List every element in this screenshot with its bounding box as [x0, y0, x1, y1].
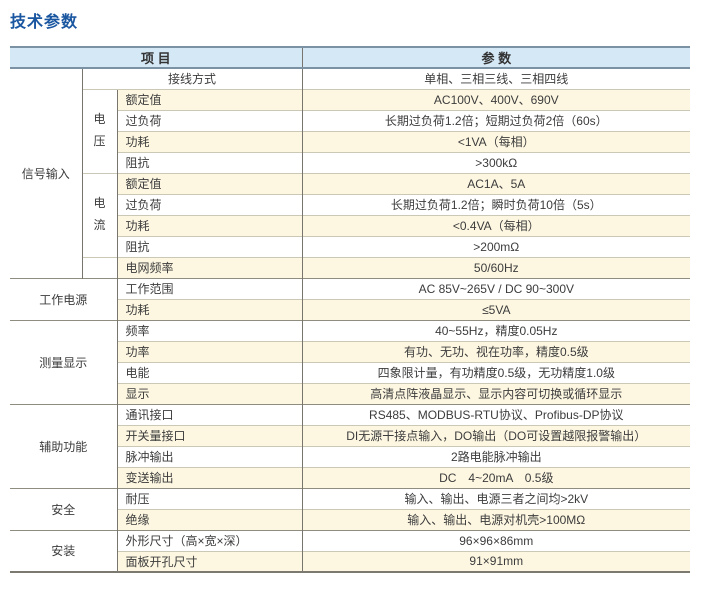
- row-item: 功耗: [116, 130, 303, 152]
- row-value: 单相、三相三线、三相四线: [301, 67, 691, 89]
- row-value: >200mΩ: [301, 235, 691, 257]
- table-row: 辅助功能 通讯接口 RS485、MODBUS-RTU协议、Profibus-DP…: [10, 403, 691, 488]
- row-value: 四象限计量，有功精度0.5级，无功精度1.0级: [301, 361, 691, 383]
- row-value: DI无源干接点输入，DO输出（DO可设置越限报警输出）: [301, 424, 691, 446]
- table-row: 脉冲输出 2路电能脉冲输出: [10, 445, 691, 467]
- row-item: 脉冲输出: [116, 445, 303, 467]
- row-value: <0.4VA（每相）: [301, 214, 691, 236]
- category-cell-install: 安装: [10, 529, 117, 572]
- row-item: 绝缘: [116, 508, 303, 530]
- spec-table: 项 目 参 数 信号输入 接线方式 单相、三相三线、三相四线 电压 额定值 AC…: [10, 46, 691, 573]
- row-item: 电网频率: [116, 256, 303, 278]
- table-row: 电流 额定值 AC1A、5A: [10, 172, 691, 257]
- table-row: 电网频率 50/60Hz: [10, 256, 691, 278]
- column-header-param: 参 数: [301, 46, 691, 69]
- table-row: 功耗 <0.4VA（每相）: [10, 214, 691, 236]
- row-item: 过负荷: [116, 109, 303, 131]
- table-row: 安全 耐压 输入、输出、电源三者之间均>2kV: [10, 487, 691, 530]
- row-item: 阻抗: [116, 235, 303, 257]
- category-cell-working-power: 工作电源: [10, 277, 117, 320]
- column-header-item: 项 目: [10, 46, 303, 69]
- row-item: 功率: [116, 340, 303, 362]
- table-row: 显示 高清点阵液晶显示、显示内容可切换或循环显示: [10, 382, 691, 404]
- row-item: 开关量接口: [116, 424, 303, 446]
- row-item: 额定值: [116, 172, 303, 194]
- table-row: 绝缘 输入、输出、电源对机壳>100MΩ: [10, 508, 691, 530]
- table-row: 阻抗 >300kΩ: [10, 151, 691, 173]
- table-row: 变送输出 DC 4~20mA 0.5级: [10, 466, 691, 488]
- row-item: 显示: [116, 382, 303, 404]
- row-value: 长期过负荷1.2倍；瞬时负荷10倍（5s）: [301, 193, 691, 215]
- table-row: 过负荷 长期过负荷1.2倍；短期过负荷2倍（60s）: [10, 109, 691, 131]
- header-row: 项 目 参 数: [10, 46, 691, 69]
- row-value: AC100V、400V、690V: [301, 88, 691, 110]
- row-item: 频率: [116, 319, 303, 341]
- row-value: 91×91mm: [301, 550, 691, 572]
- row-value: >300kΩ: [301, 151, 691, 173]
- row-item: 阻抗: [116, 151, 303, 173]
- row-item: 额定值: [116, 88, 303, 110]
- table-row: 面板开孔尺寸 91×91mm: [10, 550, 691, 572]
- page: 技术参数 项 目 参 数 信号输入 接线方式 单相、三相三线、三相四线 电压 额…: [10, 14, 691, 573]
- empty-cell: [81, 256, 117, 278]
- row-value: 输入、输出、电源对机壳>100MΩ: [301, 508, 691, 530]
- row-value: RS485、MODBUS-RTU协议、Profibus-DP协议: [301, 403, 691, 425]
- row-item: 接线方式: [81, 67, 303, 89]
- table-row: 电能 四象限计量，有功精度0.5级，无功精度1.0级: [10, 361, 691, 383]
- subcategory-label: 电流: [93, 196, 106, 232]
- row-value: AC 85V~265V / DC 90~300V: [301, 277, 691, 299]
- row-item: 电能: [116, 361, 303, 383]
- category-cell-signal-input: 信号输入: [10, 67, 82, 278]
- row-value: 长期过负荷1.2倍；短期过负荷2倍（60s）: [301, 109, 691, 131]
- row-value: 96×96×86mm: [301, 529, 691, 551]
- row-item: 功耗: [116, 298, 303, 320]
- row-item: 通讯接口: [116, 403, 303, 425]
- table-row: 功耗 <1VA（每相）: [10, 130, 691, 152]
- page-title: 技术参数: [10, 14, 79, 31]
- category-cell-measure-display: 测量显示: [10, 319, 117, 404]
- row-item: 耐压: [116, 487, 303, 509]
- category-cell-aux-functions: 辅助功能: [10, 403, 117, 488]
- row-value: ≤5VA: [301, 298, 691, 320]
- table-row: 工作电源 工作范围 AC 85V~265V / DC 90~300V: [10, 277, 691, 320]
- table-row: 电压 额定值 AC100V、400V、690V: [10, 88, 691, 173]
- subcategory-cell-current: 电流: [81, 172, 117, 257]
- row-value: AC1A、5A: [301, 172, 691, 194]
- row-item: 面板开孔尺寸: [116, 550, 303, 572]
- row-item: 过负荷: [116, 193, 303, 215]
- category-cell-safety: 安全: [10, 487, 117, 530]
- table-row: 阻抗 >200mΩ: [10, 235, 691, 257]
- row-value: 有功、无功、视在功率，精度0.5级: [301, 340, 691, 362]
- row-item: 变送输出: [116, 466, 303, 488]
- table-row: 测量显示 频率 40~55Hz，精度0.05Hz: [10, 319, 691, 404]
- row-value: 2路电能脉冲输出: [301, 445, 691, 467]
- row-item: 外形尺寸（高×宽×深）: [116, 529, 303, 551]
- row-item: 工作范围: [116, 277, 303, 299]
- subcategory-cell-voltage: 电压: [81, 88, 117, 173]
- row-value: 高清点阵液晶显示、显示内容可切换或循环显示: [301, 382, 691, 404]
- table-row: 功耗 ≤5VA: [10, 298, 691, 320]
- table-row: 功率 有功、无功、视在功率，精度0.5级: [10, 340, 691, 362]
- row-value: 50/60Hz: [301, 256, 691, 278]
- subcategory-label: 电压: [93, 112, 106, 148]
- table-row: 信号输入 接线方式 单相、三相三线、三相四线: [10, 67, 691, 278]
- row-value: DC 4~20mA 0.5级: [301, 466, 691, 488]
- row-value: <1VA（每相）: [301, 130, 691, 152]
- row-value: 40~55Hz，精度0.05Hz: [301, 319, 691, 341]
- table-row: 安装 外形尺寸（高×宽×深） 96×96×86mm: [10, 529, 691, 572]
- table-row: 开关量接口 DI无源干接点输入，DO输出（DO可设置越限报警输出）: [10, 424, 691, 446]
- row-item: 功耗: [116, 214, 303, 236]
- row-value: 输入、输出、电源三者之间均>2kV: [301, 487, 691, 509]
- table-row: 过负荷 长期过负荷1.2倍；瞬时负荷10倍（5s）: [10, 193, 691, 215]
